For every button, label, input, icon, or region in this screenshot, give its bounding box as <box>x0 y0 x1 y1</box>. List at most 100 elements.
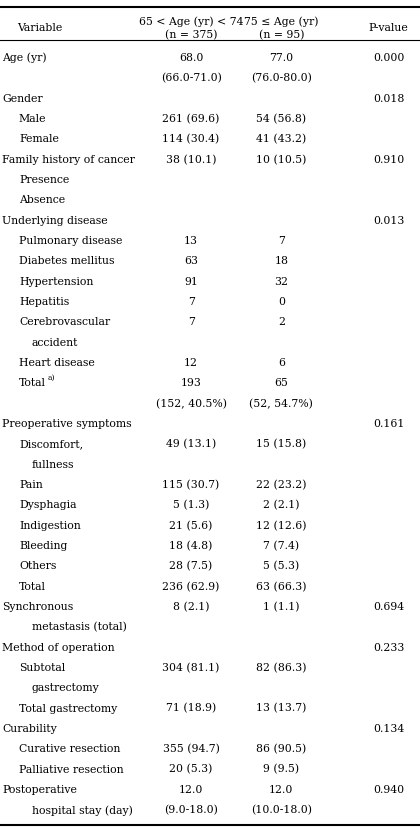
Text: 71 (18.9): 71 (18.9) <box>166 704 216 714</box>
Text: Method of operation: Method of operation <box>2 643 115 653</box>
Text: 0.000: 0.000 <box>373 53 404 63</box>
Text: 115 (30.7): 115 (30.7) <box>163 480 220 490</box>
Text: P-value: P-value <box>369 23 408 33</box>
Text: Synchronous: Synchronous <box>2 602 73 612</box>
Text: 6: 6 <box>278 358 285 368</box>
Text: 13: 13 <box>184 236 198 246</box>
Text: Indigestion: Indigestion <box>19 521 81 531</box>
Text: 18: 18 <box>274 256 289 266</box>
Text: 63: 63 <box>184 256 198 266</box>
Text: Pulmonary disease: Pulmonary disease <box>19 236 122 246</box>
Text: Total gastrectomy: Total gastrectomy <box>19 704 117 714</box>
Text: 91: 91 <box>184 277 198 287</box>
Text: 20 (5.3): 20 (5.3) <box>169 764 213 775</box>
Text: 236 (62.9): 236 (62.9) <box>163 581 220 592</box>
Text: 261 (69.6): 261 (69.6) <box>163 114 220 124</box>
Text: Cerebrovascular: Cerebrovascular <box>19 318 110 327</box>
Text: Total: Total <box>19 379 46 389</box>
Text: Diabetes mellitus: Diabetes mellitus <box>19 256 114 266</box>
Text: 114 (30.4): 114 (30.4) <box>163 134 220 145</box>
Text: (52, 54.7%): (52, 54.7%) <box>249 399 313 409</box>
Text: 8 (2.1): 8 (2.1) <box>173 602 209 612</box>
Text: 21 (5.6): 21 (5.6) <box>169 520 213 531</box>
Text: Curative resection: Curative resection <box>19 744 120 754</box>
Text: 41 (43.2): 41 (43.2) <box>256 134 307 145</box>
Text: Preoperative symptoms: Preoperative symptoms <box>2 419 132 429</box>
Text: Family history of cancer: Family history of cancer <box>2 155 135 165</box>
Text: 54 (56.8): 54 (56.8) <box>256 114 307 124</box>
Text: 12 (12.6): 12 (12.6) <box>256 520 307 531</box>
Text: Palliative resection: Palliative resection <box>19 765 123 775</box>
Text: 5 (1.3): 5 (1.3) <box>173 500 209 510</box>
Text: Others: Others <box>19 562 56 571</box>
Text: 2: 2 <box>278 318 285 327</box>
Text: 13 (13.7): 13 (13.7) <box>256 704 307 714</box>
Text: 5 (5.3): 5 (5.3) <box>263 562 299 571</box>
Text: Gender: Gender <box>2 93 43 103</box>
Text: a): a) <box>47 375 55 382</box>
Text: 7: 7 <box>278 236 285 246</box>
Text: Male: Male <box>19 114 46 124</box>
Text: 15 (15.8): 15 (15.8) <box>256 439 307 450</box>
Text: gastrectomy: gastrectomy <box>32 683 99 693</box>
Text: 0.940: 0.940 <box>373 785 404 795</box>
Text: Pain: Pain <box>19 480 43 490</box>
Text: (76.0-80.0): (76.0-80.0) <box>251 74 312 84</box>
Text: 7: 7 <box>188 297 194 307</box>
Text: Subtotal: Subtotal <box>19 663 65 673</box>
Text: 7 (7.4): 7 (7.4) <box>263 541 299 551</box>
Text: Female: Female <box>19 135 59 145</box>
Text: Curability: Curability <box>2 724 57 734</box>
Text: Underlying disease: Underlying disease <box>2 216 108 226</box>
Text: 12.0: 12.0 <box>269 785 294 795</box>
Text: 304 (81.1): 304 (81.1) <box>163 662 220 673</box>
Text: 9 (9.5): 9 (9.5) <box>263 764 299 775</box>
Text: 2 (2.1): 2 (2.1) <box>263 500 299 510</box>
Text: fullness: fullness <box>32 460 74 470</box>
Text: 0.910: 0.910 <box>373 155 404 165</box>
Text: 38 (10.1): 38 (10.1) <box>166 155 216 165</box>
Text: 7: 7 <box>188 318 194 327</box>
Text: 12: 12 <box>184 358 198 368</box>
Text: (9.0-18.0): (9.0-18.0) <box>164 805 218 815</box>
Text: Hypertension: Hypertension <box>19 277 93 287</box>
Text: Presence: Presence <box>19 175 69 185</box>
Text: 22 (23.2): 22 (23.2) <box>256 480 307 490</box>
Text: hospital stay (day): hospital stay (day) <box>32 805 132 815</box>
Text: 12.0: 12.0 <box>179 785 203 795</box>
Text: metastasis (total): metastasis (total) <box>32 622 126 633</box>
Text: Bleeding: Bleeding <box>19 541 67 551</box>
Text: 0.161: 0.161 <box>373 419 404 429</box>
Text: 63 (66.3): 63 (66.3) <box>256 581 307 592</box>
Text: 32: 32 <box>274 277 289 287</box>
Text: 0.233: 0.233 <box>373 643 404 653</box>
Text: Hepatitis: Hepatitis <box>19 297 69 307</box>
Text: (n = 95): (n = 95) <box>259 30 304 40</box>
Text: 65 < Age (yr) < 74: 65 < Age (yr) < 74 <box>139 17 243 26</box>
Text: 28 (7.5): 28 (7.5) <box>170 562 213 571</box>
Text: 0.134: 0.134 <box>373 724 404 734</box>
Text: 0.694: 0.694 <box>373 602 404 612</box>
Text: Discomfort,: Discomfort, <box>19 439 83 449</box>
Text: 65: 65 <box>274 379 289 389</box>
Text: 1 (1.1): 1 (1.1) <box>263 602 299 612</box>
Text: 18 (4.8): 18 (4.8) <box>169 541 213 551</box>
Text: 0.013: 0.013 <box>373 216 404 226</box>
Text: accident: accident <box>32 337 78 347</box>
Text: 82 (86.3): 82 (86.3) <box>256 662 307 673</box>
Text: Absence: Absence <box>19 195 65 205</box>
Text: 49 (13.1): 49 (13.1) <box>166 439 216 450</box>
Text: 77.0: 77.0 <box>269 53 294 63</box>
Text: 193: 193 <box>181 379 202 389</box>
Text: Postoperative: Postoperative <box>2 785 77 795</box>
Text: (10.0-18.0): (10.0-18.0) <box>251 805 312 815</box>
Text: 0.018: 0.018 <box>373 93 404 103</box>
Text: Dysphagia: Dysphagia <box>19 500 76 510</box>
Text: 68.0: 68.0 <box>179 53 203 63</box>
Text: (152, 40.5%): (152, 40.5%) <box>155 399 227 409</box>
Text: 0: 0 <box>278 297 285 307</box>
Text: 75 ≤ Age (yr): 75 ≤ Age (yr) <box>244 17 319 26</box>
Text: 86 (90.5): 86 (90.5) <box>256 744 307 754</box>
Text: Variable: Variable <box>17 23 63 33</box>
Text: 355 (94.7): 355 (94.7) <box>163 744 220 754</box>
